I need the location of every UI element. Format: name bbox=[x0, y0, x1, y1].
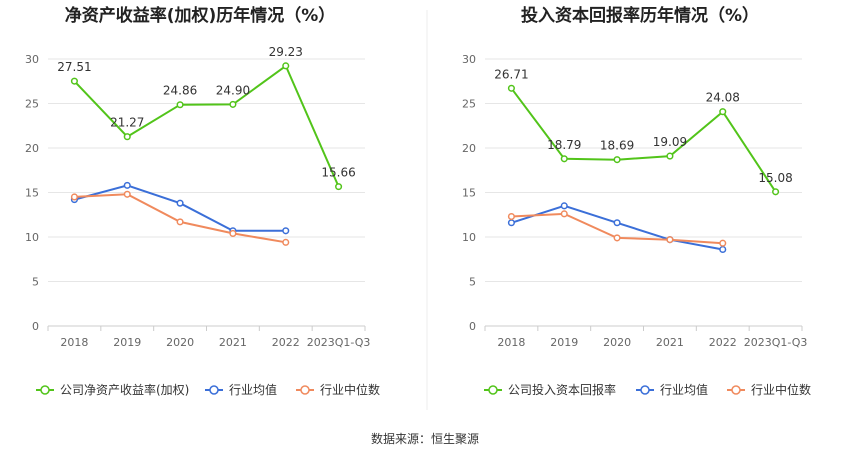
x-tick-label: 2022 bbox=[272, 336, 300, 349]
data-point bbox=[719, 108, 727, 116]
x-tick-label: 2023Q1-Q3 bbox=[744, 336, 808, 349]
y-tick-label: 15 bbox=[25, 187, 39, 200]
legend-swatch-marker bbox=[488, 385, 498, 395]
data-point bbox=[613, 219, 621, 227]
data-point bbox=[507, 219, 515, 227]
legend-label: 行业均值 bbox=[229, 382, 277, 397]
data-point bbox=[282, 62, 290, 70]
data-point bbox=[229, 100, 237, 108]
legend-label: 行业中位数 bbox=[751, 382, 811, 397]
data-label: 18.69 bbox=[600, 139, 634, 153]
series-line bbox=[511, 204, 723, 251]
source-note: 数据来源：恒生聚源 bbox=[371, 431, 479, 446]
data-label: 24.86 bbox=[163, 84, 197, 98]
y-tick-label: 0 bbox=[32, 320, 39, 333]
legend-label: 行业中位数 bbox=[320, 382, 380, 397]
x-tick-label: 2018 bbox=[60, 336, 88, 349]
roic-chart-panel: 投入资本回报率历年情况（%） 0 5 10 15 20 25 30 2018 2019 2020 20… bbox=[462, 5, 811, 397]
data-point bbox=[719, 245, 727, 254]
data-label: 27.51 bbox=[57, 60, 91, 74]
data-point bbox=[772, 188, 780, 196]
data-label: 24.08 bbox=[706, 91, 740, 105]
y-tick-label: 20 bbox=[462, 142, 476, 155]
data-point bbox=[613, 156, 621, 164]
y-tick-label: 10 bbox=[25, 231, 39, 244]
roe-chart-panel: 净资产收益率(加权)历年情况（%） 0 5 10 15 20 25 30 2018 2019 202… bbox=[25, 5, 380, 397]
data-point bbox=[176, 199, 184, 207]
y-tick-label: 5 bbox=[32, 276, 39, 289]
x-tick-label: 2019 bbox=[550, 336, 578, 349]
y-tick-label: 25 bbox=[462, 98, 476, 111]
data-label: 24.90 bbox=[216, 83, 250, 97]
data-label: 26.71 bbox=[494, 67, 528, 81]
data-point bbox=[507, 84, 515, 92]
data-point bbox=[176, 218, 184, 226]
data-point bbox=[70, 193, 78, 201]
data-label: 21.27 bbox=[110, 116, 144, 130]
data-point bbox=[335, 183, 343, 191]
y-tick-label: 30 bbox=[25, 53, 39, 66]
chart-title: 投入资本回报率历年情况（%） bbox=[521, 5, 759, 26]
data-point bbox=[176, 101, 184, 109]
data-point bbox=[70, 77, 78, 85]
y-tick-label: 15 bbox=[462, 187, 476, 200]
legend-swatch-marker bbox=[300, 385, 310, 395]
chart-title: 净资产收益率(加权)历年情况（%） bbox=[65, 5, 336, 26]
legend-swatch-marker bbox=[40, 385, 50, 395]
legend-label: 公司投入资本回报率 bbox=[508, 382, 616, 397]
y-tick-label: 0 bbox=[469, 320, 476, 333]
x-tick-label: 2018 bbox=[497, 336, 525, 349]
series-line bbox=[510, 87, 777, 193]
data-point bbox=[560, 155, 568, 163]
data-label: 15.08 bbox=[758, 171, 792, 185]
data-point bbox=[613, 234, 621, 242]
x-tick-label: 2021 bbox=[656, 336, 684, 349]
y-tick-label: 30 bbox=[462, 53, 476, 66]
data-point bbox=[123, 133, 131, 141]
legend-swatch-marker bbox=[731, 385, 741, 395]
data-label: 15.66 bbox=[321, 166, 355, 180]
x-tick-label: 2020 bbox=[166, 336, 194, 349]
legend-label: 公司净资产收益率(加权) bbox=[60, 382, 189, 397]
data-label: 19.09 bbox=[653, 135, 687, 149]
legend-swatch-marker bbox=[209, 385, 219, 395]
data-point bbox=[507, 212, 515, 221]
y-tick-label: 10 bbox=[462, 231, 476, 244]
legend-swatch-marker bbox=[640, 385, 650, 395]
x-tick-label: 2022 bbox=[709, 336, 737, 349]
data-point bbox=[282, 238, 290, 246]
y-tick-label: 5 bbox=[469, 276, 476, 289]
data-point bbox=[229, 229, 237, 237]
y-tick-label: 25 bbox=[25, 98, 39, 111]
legend-label: 行业均值 bbox=[660, 382, 708, 397]
data-point bbox=[123, 181, 131, 189]
data-point bbox=[560, 202, 568, 210]
data-point bbox=[282, 227, 290, 235]
x-tick-label: 2021 bbox=[219, 336, 247, 349]
data-label: 18.79 bbox=[547, 138, 581, 152]
data-point bbox=[666, 236, 674, 244]
series-line bbox=[73, 64, 340, 188]
y-tick-label: 20 bbox=[25, 142, 39, 155]
x-tick-label: 2020 bbox=[603, 336, 631, 349]
x-tick-label: 2023Q1-Q3 bbox=[307, 336, 371, 349]
data-point bbox=[123, 190, 131, 198]
data-point bbox=[719, 239, 727, 247]
data-label: 29.23 bbox=[269, 45, 303, 59]
x-tick-label: 2019 bbox=[113, 336, 141, 349]
data-point bbox=[666, 152, 674, 160]
data-point bbox=[560, 210, 568, 218]
